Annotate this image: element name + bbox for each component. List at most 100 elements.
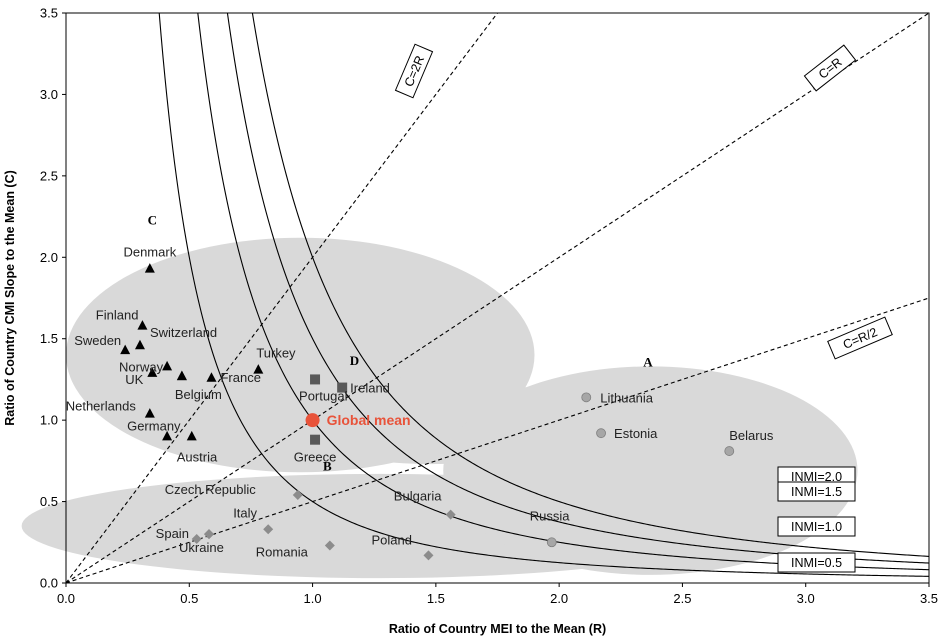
data-point xyxy=(581,392,592,403)
point-labels: Denmark Finland Switzerland Sweden Norway Tur… xyxy=(66,245,774,560)
y-tick-label: 3.5 xyxy=(40,6,58,21)
data-point xyxy=(445,509,456,520)
data-point xyxy=(134,339,145,350)
global-mean-label: Global mean xyxy=(327,412,411,428)
group-letter-b: B xyxy=(323,459,332,474)
y-tick-label: 2.5 xyxy=(40,168,58,183)
data-point-label: Denmark xyxy=(123,245,176,260)
data-point-label: Netherlands xyxy=(66,399,137,414)
data-point xyxy=(423,550,434,561)
data-point-label: Poland xyxy=(371,532,411,547)
inmi-label-box xyxy=(777,552,856,573)
data-point xyxy=(337,382,348,393)
group-letter-d: D xyxy=(350,353,359,368)
data-point-label: Ukraine xyxy=(179,540,224,555)
data-point-label: Russia xyxy=(530,508,571,523)
data-point xyxy=(147,367,158,377)
inmi-label-box xyxy=(777,481,856,502)
y-tick-label: 1.5 xyxy=(40,331,58,346)
inmi-label: INMI=0.5 xyxy=(791,556,842,570)
data-point-label: Switzerland xyxy=(150,325,217,340)
data-point-label: Belarus xyxy=(729,428,774,443)
x-tick-label: 3.0 xyxy=(797,591,815,606)
data-point xyxy=(206,372,217,382)
inmi-label: INMI=2.0 xyxy=(791,470,842,484)
data-point-label: Turkey xyxy=(256,346,296,361)
group-letter-c: C xyxy=(148,213,157,228)
data-point xyxy=(144,263,155,273)
data-point xyxy=(546,537,557,548)
data-point-label: Bulgaria xyxy=(394,489,442,504)
y-tick-label: 2.0 xyxy=(40,250,58,265)
x-tick-label: 0.5 xyxy=(180,591,198,606)
data-point xyxy=(120,344,131,355)
reference-line-2 xyxy=(65,12,930,584)
data-point-label: Finland xyxy=(96,308,139,323)
data-point-label: France xyxy=(220,370,260,385)
data-point-label: Estonia xyxy=(614,426,658,441)
data-point xyxy=(186,430,197,441)
reference-lines xyxy=(65,12,930,584)
y-tick-label: 0.5 xyxy=(40,494,58,509)
inmi-curve-2 xyxy=(251,12,930,557)
data-point-label: Germany xyxy=(127,418,181,433)
y-tick-label: 3.0 xyxy=(40,87,58,102)
y-axis-title: Ratio of Country CMI Slope to the Mean (… xyxy=(3,170,17,426)
inmi-label: INMI=1.0 xyxy=(791,520,842,534)
reference-label-frame xyxy=(394,43,434,99)
reference-line-label-box: C=2R xyxy=(394,43,434,99)
reference-line-3 xyxy=(65,297,930,584)
data-point xyxy=(292,490,303,501)
data-point-label: Portugal xyxy=(299,388,348,403)
data-point-label: Lithuania xyxy=(600,390,654,405)
data-point-label: Romania xyxy=(256,545,309,560)
data-point-label: Austria xyxy=(177,449,218,464)
x-axis-title: Ratio of Country MEI to the Mean (R) xyxy=(389,622,606,636)
data-point xyxy=(310,434,321,445)
global-mean-point xyxy=(305,413,320,428)
data-point xyxy=(310,374,321,385)
data-point xyxy=(596,428,606,439)
x-tick-label: 2.5 xyxy=(673,591,691,606)
reference-label-frame xyxy=(803,44,857,92)
reference-line-label-box: C=R xyxy=(803,44,857,92)
data-point-label: Czech Republic xyxy=(165,482,257,497)
group-letter-a: A xyxy=(643,354,653,369)
x-tick-label: 1.0 xyxy=(304,591,322,606)
data-point-label: Italy xyxy=(233,505,257,520)
group-ellipse-a xyxy=(443,366,858,575)
data-point xyxy=(253,364,264,374)
axes xyxy=(65,12,930,584)
inmi-curve-0-5 xyxy=(158,12,930,577)
data-point-label: Spain xyxy=(156,526,189,541)
reference-line-1 xyxy=(65,12,498,584)
plot-area-frame xyxy=(65,12,930,584)
data-point xyxy=(162,430,173,441)
data-point-label: Belgium xyxy=(175,387,222,402)
data-point-label: UK xyxy=(125,372,143,387)
data-point xyxy=(137,320,148,330)
x-tick-label: 3.5 xyxy=(920,591,938,606)
data-point xyxy=(162,360,173,371)
data-point xyxy=(191,534,202,545)
y-tick-label: 1.0 xyxy=(40,413,58,428)
tick-labels: 0.0 0.5 1.0 1.5 2.0 2.5 3.0 3.5 0.0 0.5 1.0 1.5 2.0 2… xyxy=(40,6,938,607)
reference-line-label-box: C=R/2 xyxy=(827,316,893,360)
data-point xyxy=(144,408,155,418)
y-tick-label: 0.0 xyxy=(40,576,58,591)
data-point-label: Ireland xyxy=(350,381,390,396)
data-point xyxy=(324,540,335,551)
x-tick-label: 0.0 xyxy=(57,591,75,606)
data-point xyxy=(724,446,735,456)
inmi-label-box xyxy=(777,516,856,537)
x-tick-label: 1.5 xyxy=(427,591,445,606)
group-letters: C D B A xyxy=(148,213,654,474)
data-point xyxy=(263,524,274,535)
inmi-label: INMI=1.5 xyxy=(791,485,842,499)
data-point-label: Greece xyxy=(294,450,337,465)
x-tick-label: 2.0 xyxy=(550,591,568,606)
data-point-label: Norway xyxy=(119,359,164,374)
group-ellipses xyxy=(21,237,858,579)
data-points xyxy=(120,263,735,561)
